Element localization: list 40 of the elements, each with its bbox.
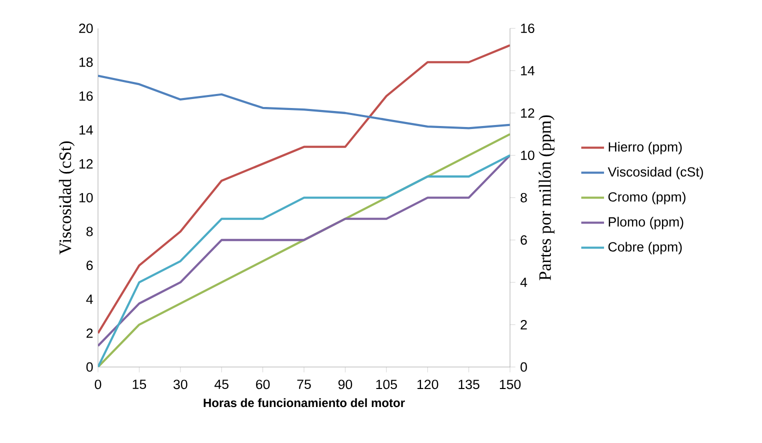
x-tick-label: 135 <box>458 380 480 390</box>
y2-axis-title: Partes por millón (ppm) <box>538 115 554 280</box>
y2-tick-label: 14 <box>521 66 534 76</box>
x-tick-label: 75 <box>297 380 311 390</box>
y-tick-label: 0 <box>86 362 93 372</box>
y-tick-label: 14 <box>79 125 93 135</box>
x-tick-label: 30 <box>173 380 188 390</box>
legend-label: Cobre (ppm) <box>608 242 682 254</box>
legend-label: Cromo (ppm) <box>608 192 686 204</box>
y-tick-label: 2 <box>86 328 93 338</box>
y2-tick-label: 6 <box>520 235 527 245</box>
legend-label: Viscosidad (cSt) <box>608 166 704 180</box>
x-tick-label: 15 <box>132 380 146 390</box>
x-tick-label: 90 <box>338 380 352 390</box>
y-tick-label: 20 <box>79 24 93 34</box>
y2-tick-label: 16 <box>521 24 534 34</box>
y-tick-label: 10 <box>79 192 93 202</box>
y2-tick-label: 4 <box>520 278 528 287</box>
x-tick-label: 105 <box>376 380 397 390</box>
y2-tick-label: 12 <box>521 108 534 118</box>
y2-tick-label: 8 <box>520 192 527 202</box>
y2-tick-label: 2 <box>520 320 527 330</box>
x-tick-label: 150 <box>500 380 521 390</box>
y-tick-label: 6 <box>86 260 93 270</box>
legend-label: Plomo (ppm) <box>608 216 684 230</box>
y2-tick-label: 10 <box>521 150 534 160</box>
y-tick-label: 12 <box>79 159 93 168</box>
y2-tick-label: 0 <box>520 362 527 372</box>
x-tick-label: 120 <box>418 380 438 390</box>
line-series <box>98 74 510 130</box>
x-tick-label: 0 <box>94 380 102 390</box>
y-tick-label: 8 <box>86 226 93 236</box>
x-tick-label: 60 <box>256 380 270 390</box>
x-tick-label: 45 <box>214 380 228 390</box>
y-tick-label: 4 <box>86 294 93 304</box>
y-tick-label: 18 <box>79 57 93 67</box>
x-axis-title: Horas de funcionamiento del motor <box>204 398 405 408</box>
y-tick-label: 16 <box>79 91 93 101</box>
y-axis-title: Viscosidad (cSt) <box>58 141 75 254</box>
legend-label: Hierro (ppm) <box>608 142 682 154</box>
